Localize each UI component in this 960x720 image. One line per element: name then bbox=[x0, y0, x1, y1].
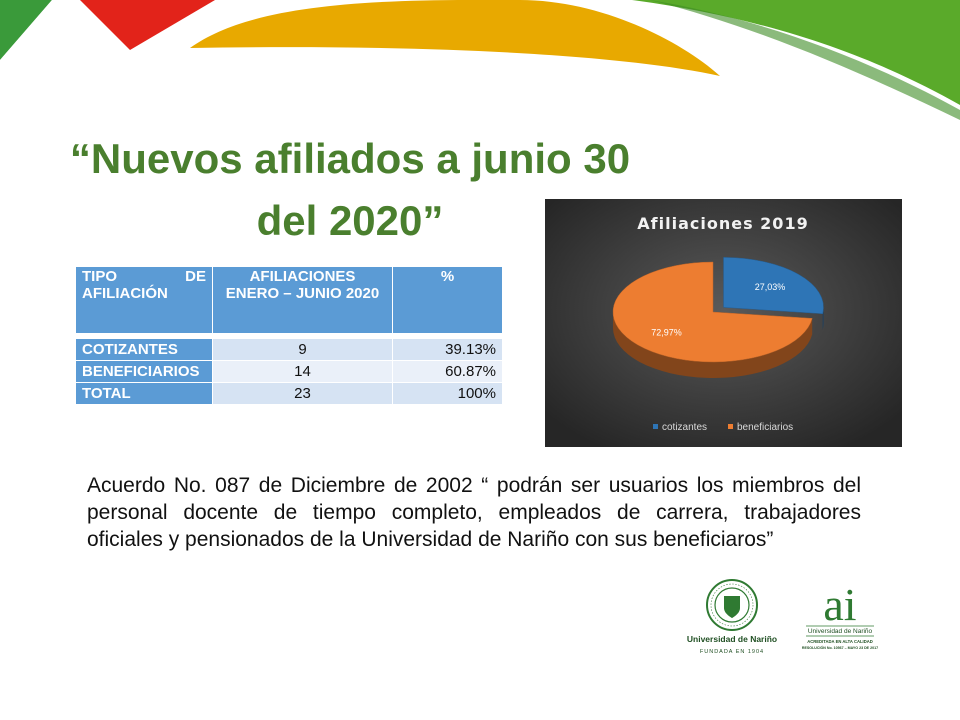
cell-pct: 100% bbox=[392, 382, 503, 405]
pie-slice-side bbox=[613, 312, 813, 378]
cell-tipo: COTIZANTES bbox=[75, 338, 213, 361]
pie-data-label: 27,03% bbox=[755, 282, 786, 292]
header-tipo-line-2: AFILIACIÓN bbox=[82, 285, 168, 302]
pie-chart: Afiliaciones 2019 27,03% 72,97% cotizante… bbox=[545, 199, 902, 447]
pie-slice-beneficiarios bbox=[612, 261, 813, 363]
ai-line-2: RESOLUCIÓN No. 10567 – MAYO 23 DE 2017 bbox=[802, 645, 878, 650]
header-afiliaciones-line-2: ENERO – JUNIO 2020 bbox=[225, 285, 380, 302]
title-line-2: del 2020” bbox=[256, 197, 444, 244]
udenar-logo: Universidad de Nariño FUNDADA EN 1904 bbox=[687, 579, 777, 655]
header-tipo-line-1: TIPO DE bbox=[82, 268, 206, 285]
chart-title: Afiliaciones 2019 bbox=[637, 214, 808, 233]
header-tipo: TIPO DE AFILIACIÓN bbox=[75, 266, 213, 334]
table-row: TOTAL 23 100% bbox=[75, 382, 503, 405]
affiliations-table: TIPO DE AFILIACIÓN AFILIACIONES ENERO – … bbox=[75, 266, 503, 405]
table-header-row: TIPO DE AFILIACIÓN AFILIACIONES ENERO – … bbox=[75, 266, 503, 334]
table-row: BENEFICIARIOS 14 60.87% bbox=[75, 360, 503, 383]
pie-data-label: 72,97% bbox=[651, 327, 682, 337]
cell-afiliaciones: 9 bbox=[212, 338, 393, 361]
ai-mark: ai bbox=[823, 580, 856, 630]
udenar-name: Universidad de Nariño bbox=[687, 634, 777, 644]
udenar-founded: FUNDADA EN 1904 bbox=[700, 649, 764, 655]
agreement-quote: Acuerdo No. 087 de Diciembre de 2002 “ p… bbox=[87, 474, 861, 551]
cell-tipo: BENEFICIARIOS bbox=[75, 360, 213, 383]
page-title: “Nuevos afiliados a junio 30 del 2020” bbox=[40, 128, 660, 252]
legend-swatch bbox=[728, 424, 733, 429]
ai-line-1: ACREDITADA EN ALTA CALIDAD bbox=[807, 639, 873, 644]
header-pct: % bbox=[392, 266, 503, 334]
cell-pct: 39.13% bbox=[392, 338, 503, 361]
pie-slice-cotizantes bbox=[723, 257, 824, 314]
header-afiliaciones-line-1: AFILIACIONES bbox=[249, 268, 356, 285]
legend-label: cotizantes bbox=[662, 422, 707, 433]
cell-tipo: TOTAL bbox=[75, 382, 213, 405]
accreditation-logo: ai Universidad de Nariño ACREDITADA EN A… bbox=[802, 580, 878, 650]
title-line-1: “Nuevos afiliados a junio 30 bbox=[69, 135, 631, 182]
ai-university: Universidad de Nariño bbox=[808, 628, 873, 635]
cell-afiliaciones: 14 bbox=[212, 360, 393, 383]
legend-swatch bbox=[653, 424, 658, 429]
cell-pct: 60.87% bbox=[392, 360, 503, 383]
legend-label: beneficiarios bbox=[737, 422, 793, 433]
decorative-banner bbox=[0, 0, 960, 120]
cell-afiliaciones: 23 bbox=[212, 382, 393, 405]
table-row: COTIZANTES 9 39.13% bbox=[75, 338, 503, 361]
header-afiliaciones: AFILIACIONES ENERO – JUNIO 2020 bbox=[212, 266, 393, 334]
